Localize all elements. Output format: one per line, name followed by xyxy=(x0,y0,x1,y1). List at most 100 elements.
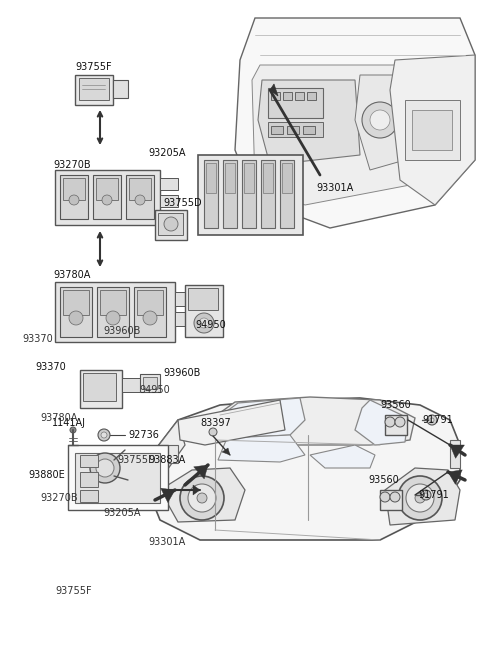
Circle shape xyxy=(96,459,114,477)
Polygon shape xyxy=(178,400,285,445)
Circle shape xyxy=(90,453,120,483)
Circle shape xyxy=(101,432,107,438)
Bar xyxy=(63,290,89,315)
Polygon shape xyxy=(194,465,208,479)
Bar xyxy=(188,288,218,310)
Bar xyxy=(223,160,237,228)
Circle shape xyxy=(98,429,110,441)
Bar xyxy=(160,195,178,207)
Text: 91791: 91791 xyxy=(418,490,449,500)
Bar xyxy=(140,374,160,392)
Bar xyxy=(175,292,195,306)
Bar xyxy=(261,160,275,228)
Bar xyxy=(268,122,323,137)
Bar xyxy=(80,370,122,408)
Circle shape xyxy=(143,311,157,325)
Bar xyxy=(75,453,160,503)
Bar xyxy=(60,175,88,219)
Circle shape xyxy=(199,318,209,328)
Bar xyxy=(93,175,121,219)
Bar xyxy=(242,160,256,228)
Bar xyxy=(134,287,166,337)
Bar xyxy=(283,92,292,100)
Bar xyxy=(100,290,126,315)
Text: 93205A: 93205A xyxy=(103,508,141,517)
Polygon shape xyxy=(355,400,408,445)
Bar xyxy=(450,440,460,468)
Bar xyxy=(175,312,195,326)
Text: 93960B: 93960B xyxy=(163,368,200,378)
Circle shape xyxy=(102,195,112,205)
Text: 93960B: 93960B xyxy=(103,326,141,335)
Circle shape xyxy=(164,217,178,231)
Polygon shape xyxy=(155,420,185,480)
Circle shape xyxy=(362,102,398,138)
Bar xyxy=(155,210,187,240)
Bar xyxy=(55,170,160,225)
Polygon shape xyxy=(222,448,230,455)
Circle shape xyxy=(430,418,434,422)
Circle shape xyxy=(70,427,76,433)
Bar xyxy=(198,155,303,235)
Bar xyxy=(244,163,254,193)
Text: 92736: 92736 xyxy=(128,430,159,440)
Text: 93560: 93560 xyxy=(380,400,411,410)
Bar xyxy=(160,178,178,190)
Bar xyxy=(122,378,140,392)
Bar xyxy=(287,126,299,134)
Text: 93301A: 93301A xyxy=(149,537,186,547)
Bar xyxy=(129,178,151,200)
Bar xyxy=(60,287,92,337)
Circle shape xyxy=(398,476,442,520)
Text: 93883A: 93883A xyxy=(148,455,185,465)
Polygon shape xyxy=(161,488,175,502)
Circle shape xyxy=(385,417,395,427)
Bar xyxy=(113,80,128,98)
Circle shape xyxy=(188,484,216,512)
Circle shape xyxy=(180,476,224,520)
Bar xyxy=(63,178,85,200)
Bar xyxy=(295,92,304,100)
Text: 93270B: 93270B xyxy=(53,160,91,170)
Circle shape xyxy=(209,428,217,436)
Bar xyxy=(80,455,98,467)
Circle shape xyxy=(406,484,434,512)
Bar xyxy=(263,163,273,193)
Text: 94950: 94950 xyxy=(195,320,226,330)
Bar xyxy=(97,287,129,337)
Polygon shape xyxy=(270,84,278,96)
Bar xyxy=(156,445,178,463)
Polygon shape xyxy=(148,398,460,540)
Polygon shape xyxy=(218,435,305,462)
Bar xyxy=(80,472,98,487)
Polygon shape xyxy=(193,485,200,495)
Circle shape xyxy=(395,417,405,427)
Circle shape xyxy=(421,490,431,500)
Circle shape xyxy=(197,493,207,503)
Bar xyxy=(79,78,109,100)
Text: 93755F: 93755F xyxy=(55,586,92,596)
Bar xyxy=(412,110,452,150)
Text: 93880E: 93880E xyxy=(28,470,65,480)
Bar xyxy=(282,163,292,193)
Bar xyxy=(280,160,294,228)
Text: 93780A: 93780A xyxy=(41,413,78,422)
Bar xyxy=(143,377,157,389)
Circle shape xyxy=(194,313,214,333)
Bar xyxy=(126,175,154,219)
Circle shape xyxy=(424,493,428,497)
Bar xyxy=(405,100,460,160)
Polygon shape xyxy=(160,468,245,522)
Text: 94950: 94950 xyxy=(139,385,170,395)
Polygon shape xyxy=(210,397,415,445)
Polygon shape xyxy=(450,445,465,458)
Circle shape xyxy=(69,311,83,325)
Text: 93755F: 93755F xyxy=(75,62,112,72)
Bar xyxy=(271,126,283,134)
Text: 93270B: 93270B xyxy=(41,493,78,502)
Text: 93301A: 93301A xyxy=(316,183,353,193)
Bar xyxy=(271,92,280,100)
Text: 93205A: 93205A xyxy=(148,148,185,158)
Bar xyxy=(385,415,407,435)
Polygon shape xyxy=(390,55,475,205)
